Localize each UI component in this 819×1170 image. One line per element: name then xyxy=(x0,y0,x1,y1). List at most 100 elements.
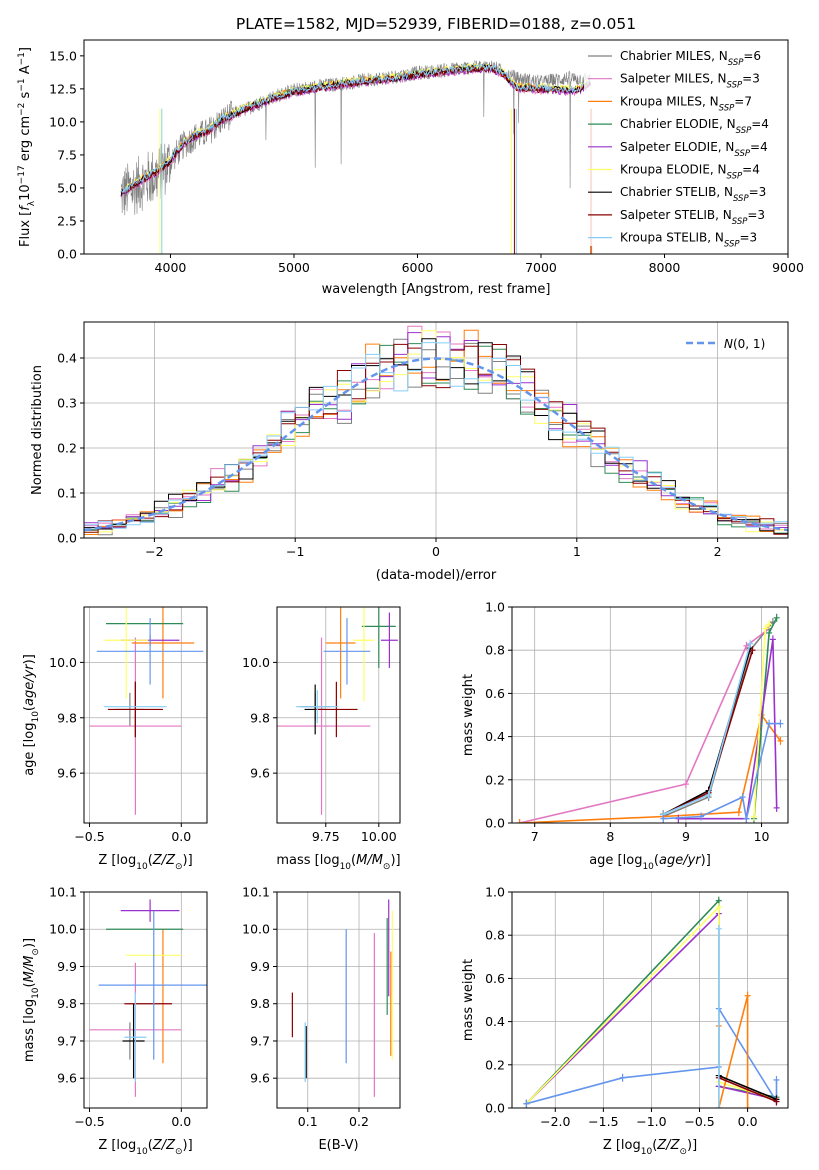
age_vs_z-xlabel: Z [log10(Z/Z⊙)] xyxy=(98,853,192,872)
x-tick-label: 8 xyxy=(606,829,614,844)
spectrum-ylabel: Flux [fλ10−17 erg cm−2 s−1 A−1] xyxy=(17,47,37,247)
errorbar-1 xyxy=(277,637,371,815)
spectrum-frame xyxy=(83,39,789,255)
spectrum-legend: Chabrier MILES, NSSP=6 Salpeter MILES, NS… xyxy=(584,46,784,250)
residuals-ylabel: Normed distribution xyxy=(30,365,45,495)
age_weights-xlabel: age [log10(age/yr)] xyxy=(589,853,711,872)
z_weights-xlabel: Z [log10(Z/Z⊙)] xyxy=(603,1138,697,1157)
x-tick-label: −0.5 xyxy=(74,829,104,844)
errorbar-4 xyxy=(120,899,180,922)
x-tick-label: −0.5 xyxy=(74,1114,104,1129)
y-tick-label: 0.0 xyxy=(485,1101,505,1116)
age_vs_z-plot-area xyxy=(89,607,204,815)
legend-label-8: Kroupa STELIB, NSSP=3 xyxy=(620,231,757,250)
x-tick-label: 0 xyxy=(432,544,440,559)
y-tick-label: 10.0 xyxy=(49,114,77,129)
mass_vs_z-frame xyxy=(83,891,208,1109)
model-spectrum-7 xyxy=(120,64,591,195)
y-tick-label: 9.6 xyxy=(57,766,77,781)
age_vs_z-ylabel: age [log10(age/yr)] xyxy=(22,654,41,776)
residuals-axes: −2 −1 0 1 2 0.0 0.1 0.2 0.3 0.4 (data-model)/error… xyxy=(30,321,789,583)
residuals-plot-area xyxy=(84,325,788,536)
weight-line xyxy=(718,1074,777,1101)
y-tick-label: 0.2 xyxy=(485,1057,505,1072)
y-tick-label: 0.0 xyxy=(57,247,77,262)
legend-label-4: Salpeter ELODIE, NSSP=4 xyxy=(620,140,768,159)
x-tick-label: 9.75 xyxy=(312,829,340,844)
age_weights-grid xyxy=(512,606,788,824)
errorbar-9 xyxy=(98,910,207,1060)
weight-line xyxy=(519,627,770,823)
x-tick-label: 5000 xyxy=(278,260,310,275)
errorbar-7 xyxy=(107,681,163,738)
age_vs_z-frame xyxy=(83,606,208,824)
weight-series-1 xyxy=(516,624,773,823)
residuals-frame xyxy=(83,321,789,539)
mass_vs_ebv-grid xyxy=(277,891,400,1108)
y-tick-label: 0.0 xyxy=(57,531,77,546)
weight-series-9 xyxy=(660,719,784,823)
x-tick-label: 7000 xyxy=(525,260,557,275)
y-tick-label: 0.4 xyxy=(485,1014,505,1029)
weight-line xyxy=(519,713,782,823)
age_weights-ylabel: mass weight xyxy=(461,674,476,756)
x-tick-label: 9 xyxy=(682,829,690,844)
weight-series-7 xyxy=(715,924,722,1108)
legend-label-0: Chabrier MILES, NSSP=6 xyxy=(620,49,761,68)
x-tick-label: 8000 xyxy=(649,260,681,275)
y-tick-label: 9.6 xyxy=(57,1071,77,1086)
errorbar-9 xyxy=(323,618,371,685)
errorbar-4 xyxy=(380,612,398,668)
y-tick-label: 9.7 xyxy=(250,1033,270,1048)
x-tick-label: −0.5 xyxy=(684,1114,714,1129)
x-tick-label: −2.0 xyxy=(540,1114,570,1129)
age_weights-frame xyxy=(511,606,789,824)
z_weights-frame xyxy=(511,891,789,1109)
y-tick-label: 9.9 xyxy=(250,959,270,974)
y-tick-label: 9.8 xyxy=(250,996,270,1011)
x-tick-label: 2 xyxy=(714,544,722,559)
errorbar-3 xyxy=(361,607,396,668)
y-tick-label: 7.5 xyxy=(57,147,77,162)
x-tick-label: 0.0 xyxy=(171,829,191,844)
spectrum-title: PLATE=1582, MJD=52939, FIBERID=0188, z=0… xyxy=(236,15,636,33)
y-tick-label: 0.4 xyxy=(485,729,505,744)
y-tick-label: 15.0 xyxy=(49,48,77,63)
mass_vs_ebv-frame xyxy=(276,891,401,1109)
x-tick-label: 4000 xyxy=(155,260,187,275)
age_vs_mass-plot-area xyxy=(277,607,398,815)
age_vs_mass-grid xyxy=(277,607,400,823)
y-tick-label: 1.0 xyxy=(485,600,505,615)
y-tick-label: 9.9 xyxy=(57,959,77,974)
x-tick-label: 7 xyxy=(531,829,539,844)
errorbar-7 xyxy=(315,681,358,738)
spectrum-axes: 4000 5000 6000 7000 8000 9000 0.0 2.5 5.0 7.5 10.0… xyxy=(17,15,804,297)
x-tick-label: 10.00 xyxy=(361,829,397,844)
legend-label-6: Chabrier STELIB, NSSP=3 xyxy=(620,185,766,204)
mass_vs_z-ylabel: mass [log10(M/M⊙)] xyxy=(22,938,41,1062)
y-tick-label: 12.5 xyxy=(49,81,77,96)
z_weights-axes: −2.0 −1.5 −1.0 −0.5 0.0 0.0 0.2 0.4 0.6 0.8 1.0 Z [… xyxy=(461,885,789,1157)
age_vs_z-grid xyxy=(84,607,207,823)
errorbar-5 xyxy=(104,607,149,699)
normal-distribution-curve xyxy=(84,357,788,532)
y-tick-label: 2.5 xyxy=(57,213,77,228)
x-tick-label: 6000 xyxy=(402,260,434,275)
y-tick-label: 0.2 xyxy=(57,441,77,456)
residuals-legend: N(0, 1) xyxy=(686,337,765,351)
mass_vs_z-xlabel: Z [log10(Z/Z⊙)] xyxy=(98,1138,192,1157)
errorbar-2 xyxy=(131,607,195,699)
weight-series-8 xyxy=(660,639,754,819)
y-tick-label: 0.6 xyxy=(485,686,505,701)
residual-histogram-3 xyxy=(84,343,788,534)
y-tick-label: 0.8 xyxy=(485,643,505,658)
y-tick-label: 10.0 xyxy=(242,655,270,670)
errorbar-9 xyxy=(96,618,204,685)
spectrum-xlabel: wavelength [Angstrom, rest frame] xyxy=(322,282,551,297)
y-tick-label: 0.1 xyxy=(57,486,77,501)
age_weights-axes: 7 8 9 10 0.0 0.2 0.4 0.6 0.8 1.0 age [log10(age/yr… xyxy=(461,600,789,872)
x-tick-label: −1 xyxy=(286,544,304,559)
z_weights-ylabel: mass weight xyxy=(461,959,476,1041)
y-tick-label: 10.0 xyxy=(242,922,270,937)
x-tick-label: −1.5 xyxy=(588,1114,618,1129)
